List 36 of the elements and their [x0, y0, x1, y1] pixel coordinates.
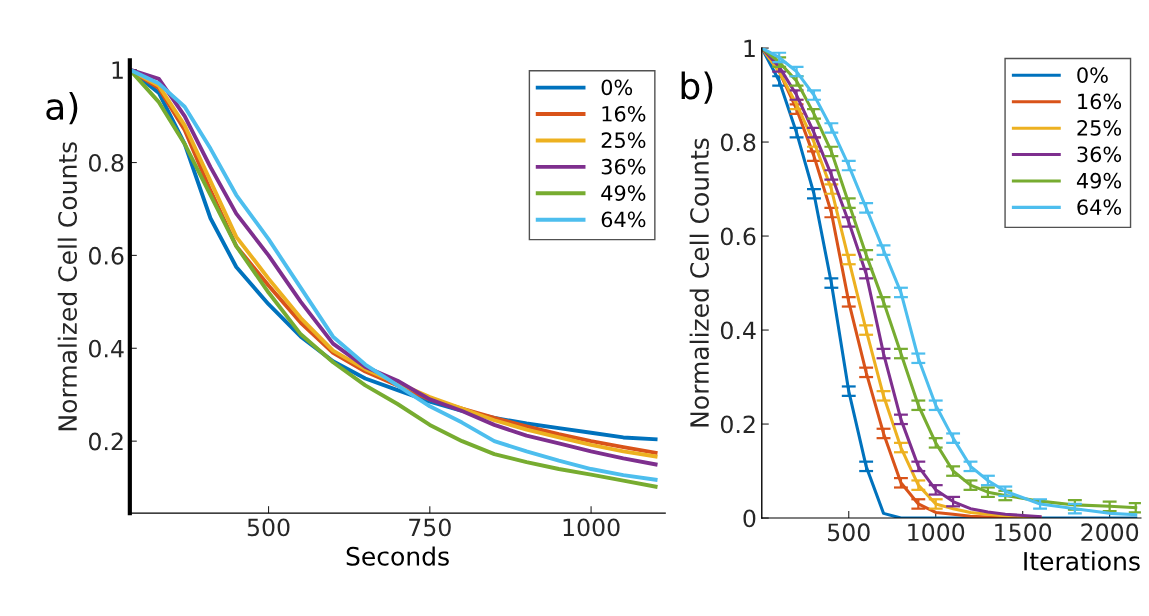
y-tick-label: 1: [744, 39, 755, 58]
legend-label: 16%: [1078, 93, 1122, 110]
y-tick-label: 0.4: [88, 339, 124, 358]
x-tick-label: 750: [409, 518, 451, 537]
y-tick-label: 0.6: [720, 227, 756, 246]
x-tick-label: 1000: [908, 523, 965, 542]
x-tick-label: 1500: [995, 523, 1052, 542]
y-axis-title: Normalized Cell Counts: [689, 138, 709, 427]
y-tick-label: 0: [743, 509, 756, 528]
x-tick-label: 500: [828, 523, 870, 542]
legend-label: 25%: [601, 132, 646, 149]
y-tick-label: 0.8: [88, 153, 124, 172]
y-tick-label: 0.8: [720, 133, 756, 152]
y-tick-label: 1: [112, 61, 123, 79]
legend-label: 49%: [1076, 172, 1122, 189]
x-axis-title: Seconds: [346, 546, 449, 566]
x-tick-label: 1000: [563, 518, 620, 537]
x-tick-label: 2000: [1081, 523, 1139, 542]
legend-label: 64%: [601, 211, 646, 228]
x-axis-title: Iterations: [1024, 551, 1140, 571]
legend-label: 36%: [601, 158, 646, 175]
text: b): [681, 71, 713, 104]
legend-label: 0%: [601, 79, 633, 96]
legend-label: 49%: [601, 185, 646, 201]
x-tick-label: 500: [247, 518, 290, 537]
y-tick-label: 0.2: [720, 415, 755, 434]
y-tick-label: 0.4: [720, 321, 756, 340]
text: a): [46, 92, 78, 125]
legend-label: 0%: [1077, 67, 1108, 83]
legend-label: 64%: [1077, 199, 1122, 215]
y-tick-label: 0.6: [88, 246, 124, 265]
y-axis-title: Normalized Cell Counts: [57, 142, 78, 431]
y-tick-label: 0.2: [88, 432, 123, 451]
legend-label: 16%: [602, 105, 646, 122]
legend-label: 36%: [1077, 146, 1122, 163]
legend-label: 25%: [1077, 119, 1122, 136]
